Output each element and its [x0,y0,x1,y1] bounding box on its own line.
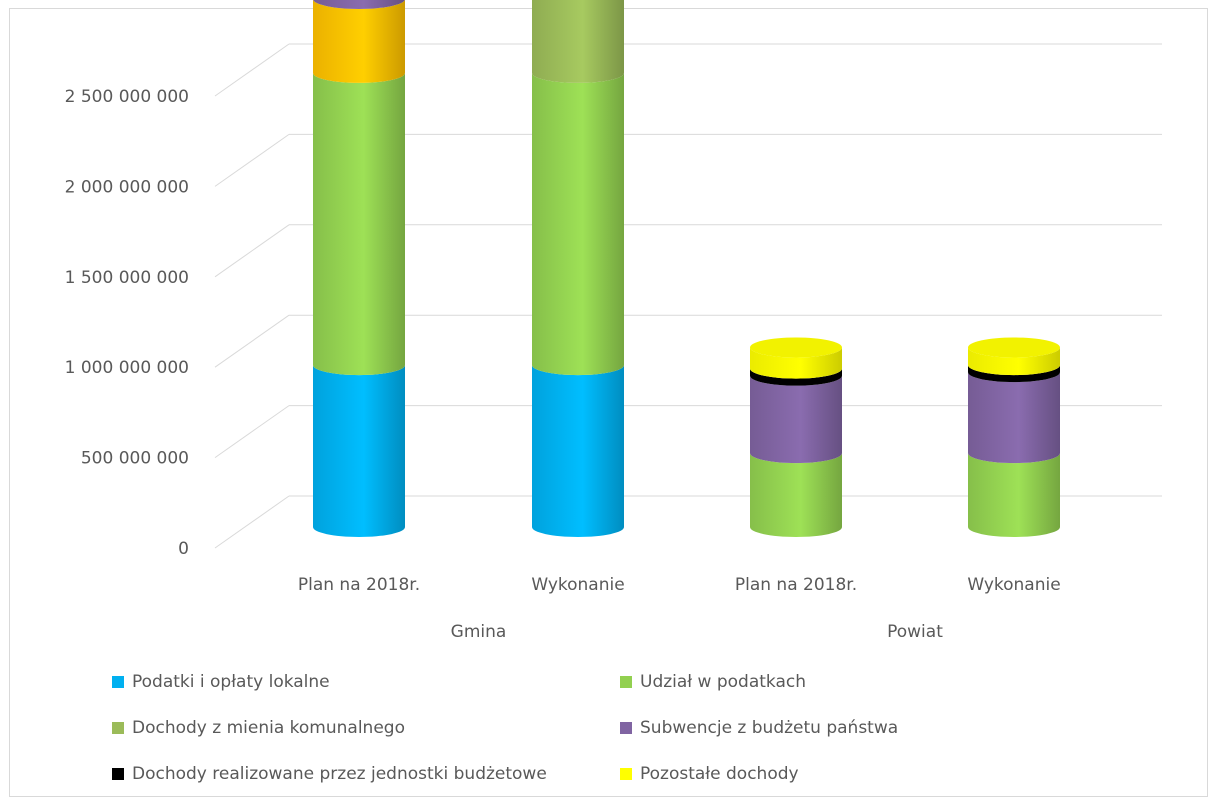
legend-label: Udział w podatkach [640,672,806,692]
y-tick-label: 2 500 000 000 [65,87,189,107]
y-tick-label: 1 000 000 000 [65,358,189,378]
bar-segment [313,365,405,537]
legend-item: Pozostałe dochody [620,764,799,784]
legend-label: Dochody realizowane przez jednostki budż… [132,764,547,784]
legend-item: Udział w podatkach [620,672,806,692]
legend-item: Dochody z mienia komunalnego [112,718,405,738]
gridline-depth [214,224,290,278]
bar-segment [750,375,842,464]
gridline-depth [214,405,290,459]
bar-segment [532,72,624,376]
x-group-label: Gmina [451,622,507,642]
x-tick-label: Plan na 2018r. [735,575,857,595]
legend-item: Dochody realizowane przez jednostki budż… [112,764,547,784]
legend-swatch [112,676,124,688]
y-tick-label: 1 500 000 000 [65,268,189,288]
legend-item: Podatki i opłaty lokalne [112,672,330,692]
bar-segment [968,372,1060,464]
legend-label: Podatki i opłaty lokalne [132,672,330,692]
bar-segment [968,347,1060,376]
legend-label: Dochody z mienia komunalnego [132,718,405,738]
bar-top-cap [968,337,1060,358]
bar-top-cap [750,337,842,358]
bar-segment [532,0,624,83]
bar-segment [750,347,842,379]
x-tick-label: Wykonanie [967,575,1060,595]
bar-segment [313,72,405,376]
gridline-depth [214,43,290,97]
legend-item: Subwencje z budżetu państwa [620,718,898,738]
gridline-depth [214,133,290,187]
gridline-depth [214,314,290,368]
y-tick-label: 500 000 000 [81,449,189,469]
bar-segment [968,453,1060,537]
legend-swatch [620,722,632,734]
gridline-depth [214,495,290,549]
bar-segment [750,453,842,537]
bar-segment [968,365,1060,383]
y-tick-label: 0 [178,539,189,559]
legend-label: Subwencje z budżetu państwa [640,718,899,738]
y-tick-label: 2 000 000 000 [65,177,189,197]
legend-label: Pozostałe dochody [640,764,799,784]
x-tick-label: Plan na 2018r. [298,575,420,595]
bar-segment [313,0,405,83]
bar-segment [313,0,405,9]
legend-swatch [112,768,124,780]
x-group-label: Powiat [887,622,943,642]
legend-swatch [112,722,124,734]
legend-swatch [620,768,632,780]
bar-segment [750,368,842,386]
legend-swatch [620,676,632,688]
x-tick-label: Wykonanie [531,575,624,595]
bar-segment [532,365,624,537]
